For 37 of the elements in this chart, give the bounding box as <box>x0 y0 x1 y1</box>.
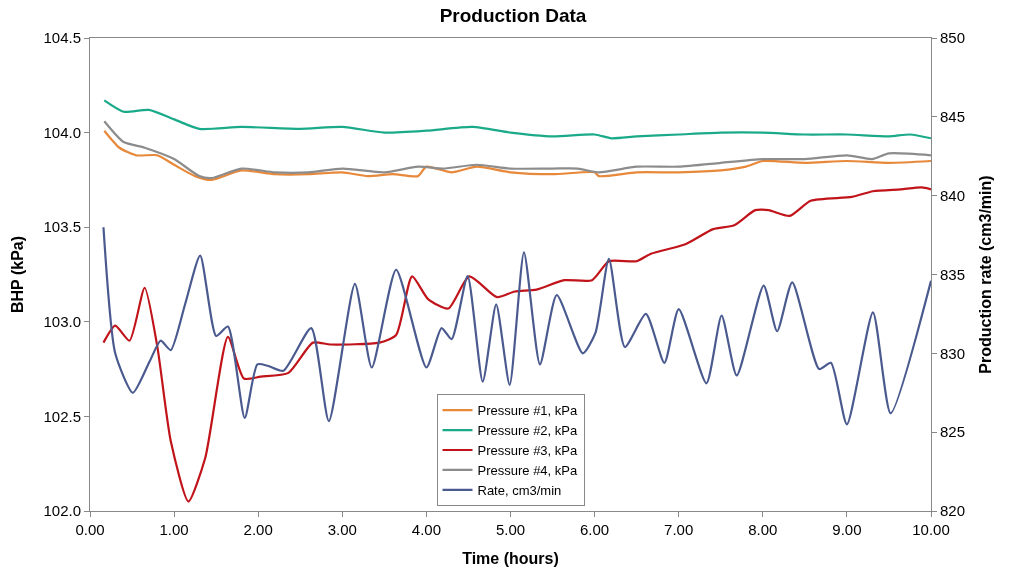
y-tick-label: 102.0 <box>43 502 81 520</box>
y2-tick-label: 830 <box>940 344 966 362</box>
y2-tick-label: 840 <box>940 186 966 204</box>
y-tick-label: 104.0 <box>43 123 81 141</box>
legend-label: Pressure #1, kPa <box>477 403 578 419</box>
x-tick-label: 0.00 <box>75 521 105 538</box>
y-tick-label: 103.0 <box>43 313 81 331</box>
x-tick-label: 2.00 <box>243 521 273 538</box>
line-series <box>102 186 931 503</box>
y2-axis-title: Production rate (cm3/min) <box>976 175 994 374</box>
x-tick-label: 4.00 <box>411 521 441 538</box>
y2-tick-label: 835 <box>940 265 966 283</box>
line-series <box>103 99 931 140</box>
x-tick-label: 8.00 <box>748 521 778 538</box>
x-tick-label: 6.00 <box>580 521 610 538</box>
y-axis-title: BHP (kPa) <box>9 235 27 314</box>
y-tick-label: 104.5 <box>43 29 81 47</box>
y-tick-label: 103.5 <box>43 218 81 236</box>
y2-tick-label: 820 <box>940 502 966 520</box>
x-axis-title: Time (hours) <box>462 549 559 567</box>
x-tick-label: 5.00 <box>495 521 526 538</box>
y2-tick-label: 850 <box>940 29 966 47</box>
x-tick-label: 10.00 <box>912 521 950 538</box>
legend-label: Rate, cm3/min <box>477 482 562 498</box>
y-tick-label: 102.5 <box>43 407 81 425</box>
legend-label: Pressure #4, kPa <box>477 462 578 478</box>
y2-tick-label: 825 <box>940 423 966 441</box>
x-tick-label: 7.00 <box>664 521 694 538</box>
y2-tick-label: 845 <box>940 108 966 126</box>
legend-label: Pressure #3, kPa <box>477 443 578 459</box>
chart-title: Production Data <box>439 5 587 27</box>
x-tick-label: 1.00 <box>159 521 189 538</box>
line-series <box>102 226 931 426</box>
line-series <box>103 129 931 181</box>
legend-label: Pressure #2, kPa <box>477 423 578 439</box>
x-tick-label: 9.00 <box>832 521 862 538</box>
x-tick-label: 3.00 <box>327 521 357 538</box>
